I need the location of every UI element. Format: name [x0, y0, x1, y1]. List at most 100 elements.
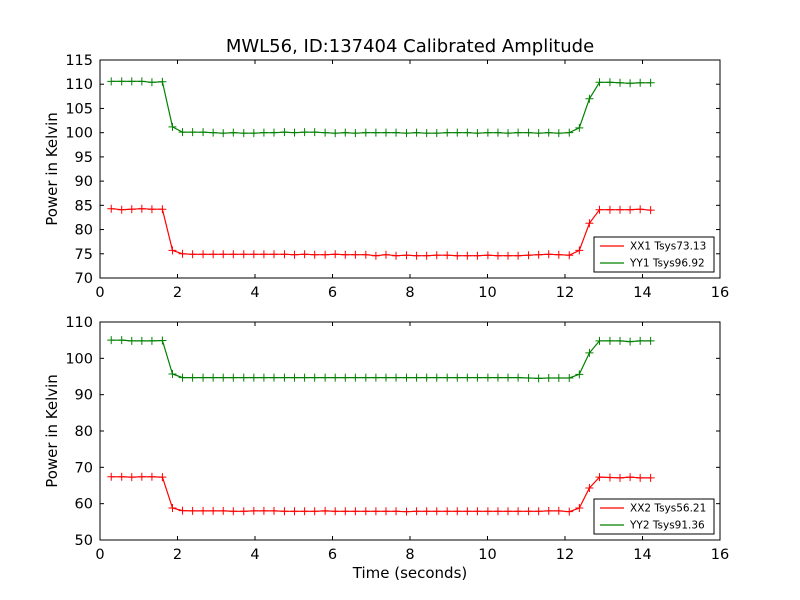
data-point-xx1 [392, 251, 401, 260]
data-point-yy2 [473, 373, 482, 382]
data-point-yy1 [626, 79, 635, 88]
data-point-yy1 [646, 78, 655, 87]
data-point-xx2 [483, 507, 492, 516]
data-point-xx1 [269, 250, 278, 259]
data-point-xx1 [565, 251, 574, 260]
data-point-xx1 [199, 250, 208, 259]
y-tick-label: 115 [65, 53, 93, 69]
x-tick-label: 12 [556, 547, 574, 563]
data-point-yy1 [269, 128, 278, 137]
data-point-xx1 [239, 250, 248, 259]
legend-box [593, 498, 715, 535]
data-point-xx1 [310, 250, 319, 259]
y-tick-label: 80 [75, 223, 93, 239]
data-point-yy1 [432, 129, 441, 138]
data-point-yy2 [229, 373, 238, 382]
data-point-xx2 [219, 506, 228, 515]
data-point-yy2 [158, 336, 167, 345]
y-tick-label: 100 [65, 351, 93, 367]
x-tick-label: 8 [405, 285, 414, 301]
y-tick-label: 105 [65, 101, 93, 117]
data-point-yy1 [402, 129, 411, 138]
data-point-yy2 [321, 373, 330, 382]
data-point-xx2 [321, 506, 330, 515]
data-point-xx1 [432, 251, 441, 260]
data-point-xx1 [463, 251, 472, 260]
y-tick-label: 90 [75, 174, 93, 190]
data-point-yy2 [188, 373, 197, 382]
data-point-yy1 [565, 128, 574, 137]
x-tick-label: 0 [95, 285, 104, 301]
x-tick-label: 0 [95, 547, 104, 563]
data-point-xx1 [616, 205, 625, 214]
data-point-xx2 [158, 473, 167, 482]
data-point-xx1 [453, 251, 462, 260]
data-point-xx2 [178, 506, 187, 515]
data-point-yy1 [422, 129, 431, 138]
data-point-yy1 [585, 94, 594, 103]
data-point-yy1 [209, 128, 218, 137]
data-point-xx2 [432, 507, 441, 516]
data-point-xx2 [117, 472, 126, 481]
data-point-xx2 [280, 507, 289, 516]
y-tick-label: 70 [75, 271, 93, 287]
data-point-yy1 [544, 128, 553, 137]
data-point-yy2 [524, 373, 533, 382]
data-point-xx1 [321, 250, 330, 259]
data-point-xx1 [341, 250, 350, 259]
data-point-xx2 [463, 507, 472, 516]
data-point-yy1 [371, 128, 380, 137]
data-point-xx2 [168, 504, 177, 513]
y-tick-label: 95 [75, 150, 93, 166]
data-point-yy1 [290, 128, 299, 137]
data-point-yy1 [229, 128, 238, 137]
x-tick-label: 10 [478, 285, 496, 301]
data-point-xx2 [595, 473, 604, 482]
data-point-xx1 [575, 246, 584, 255]
data-point-xx2 [402, 507, 411, 516]
y-axis-label: Power in Kelvin [43, 374, 61, 488]
data-point-xx1 [443, 251, 452, 260]
data-point-yy1 [239, 129, 248, 138]
data-point-xx1 [473, 251, 482, 260]
data-point-yy1 [219, 129, 228, 138]
data-point-yy1 [534, 129, 543, 138]
data-point-yy1 [331, 129, 340, 138]
data-point-xx2 [351, 507, 360, 516]
x-tick-label: 10 [478, 547, 496, 563]
y-tick-label: 100 [65, 126, 93, 142]
data-point-xx2 [412, 507, 421, 516]
data-point-xx1 [219, 250, 228, 259]
data-point-yy2 [626, 337, 635, 346]
data-point-yy1 [158, 77, 167, 86]
data-point-xx2 [147, 472, 156, 481]
data-point-xx1 [178, 249, 187, 258]
bottom-chart: 0 2 4 6 8 10 12 14 16 50 60 70 80 90 100 110 Power in K… [43, 315, 729, 582]
data-point-xx2 [137, 472, 146, 481]
data-point-xx1 [300, 250, 309, 259]
data-point-xx1 [188, 250, 197, 259]
data-point-yy2 [341, 373, 350, 382]
data-point-yy2 [280, 373, 289, 382]
legend-entry-xx1: XX1 Tsys73.13 [600, 241, 706, 253]
data-point-yy2 [412, 373, 421, 382]
x-tick-label: 16 [711, 285, 729, 301]
data-point-yy2 [616, 336, 625, 345]
data-point-xx1 [381, 250, 390, 259]
data-point-yy2 [504, 373, 513, 382]
data-point-yy1 [361, 128, 370, 137]
data-point-xx2 [269, 506, 278, 515]
data-point-xx1 [412, 251, 421, 260]
legend-entry-yy1: YY1 Tsys96.92 [600, 258, 705, 270]
data-point-xx1 [229, 250, 238, 259]
data-point-xx1 [249, 250, 258, 259]
data-point-yy2 [310, 373, 319, 382]
y-tick-label: 60 [75, 497, 93, 513]
data-point-xx2 [636, 473, 645, 482]
top-chart: 0 2 4 6 8 10 12 14 16 70 75 80 85 90 95 100 105 110 115 Po… [43, 53, 729, 301]
data-point-yy2 [331, 373, 340, 382]
x-tick-label: 4 [250, 547, 259, 563]
data-point-yy2 [127, 336, 136, 345]
legend-label-xx1: XX1 Tsys73.13 [630, 241, 706, 253]
data-point-xx1 [280, 250, 289, 259]
